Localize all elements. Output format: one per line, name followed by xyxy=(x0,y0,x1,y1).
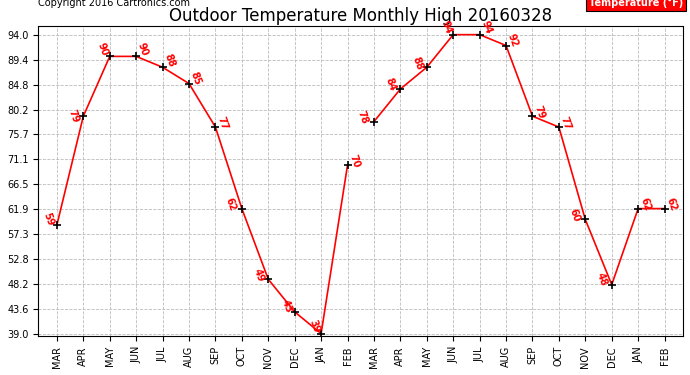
Text: 70: 70 xyxy=(348,153,362,169)
Text: 43: 43 xyxy=(279,298,293,314)
Text: Temperature (°F): Temperature (°F) xyxy=(589,0,683,8)
Text: 49: 49 xyxy=(252,267,266,283)
Text: 62: 62 xyxy=(664,196,678,213)
Text: 79: 79 xyxy=(67,108,81,124)
Text: 88: 88 xyxy=(410,55,424,71)
Text: 48: 48 xyxy=(595,271,609,287)
Text: 84: 84 xyxy=(384,77,397,93)
Text: 92: 92 xyxy=(506,32,520,48)
Text: 94: 94 xyxy=(480,20,493,36)
Text: Copyright 2016 Cartronics.com: Copyright 2016 Cartronics.com xyxy=(39,0,190,8)
Text: 79: 79 xyxy=(533,104,546,120)
Text: 88: 88 xyxy=(162,52,177,69)
Text: 85: 85 xyxy=(189,70,203,86)
Text: 90: 90 xyxy=(96,41,110,57)
Title: Outdoor Temperature Monthly High 20160328: Outdoor Temperature Monthly High 2016032… xyxy=(169,7,552,25)
Text: 39: 39 xyxy=(307,319,321,335)
Text: 78: 78 xyxy=(356,110,370,126)
Text: 90: 90 xyxy=(136,41,150,57)
Text: 77: 77 xyxy=(215,115,229,131)
Text: 77: 77 xyxy=(559,115,573,131)
Text: 94: 94 xyxy=(440,20,453,36)
Text: 62: 62 xyxy=(224,196,238,213)
Text: 62: 62 xyxy=(638,196,652,213)
Text: 59: 59 xyxy=(41,211,56,227)
Text: 60: 60 xyxy=(567,207,581,224)
